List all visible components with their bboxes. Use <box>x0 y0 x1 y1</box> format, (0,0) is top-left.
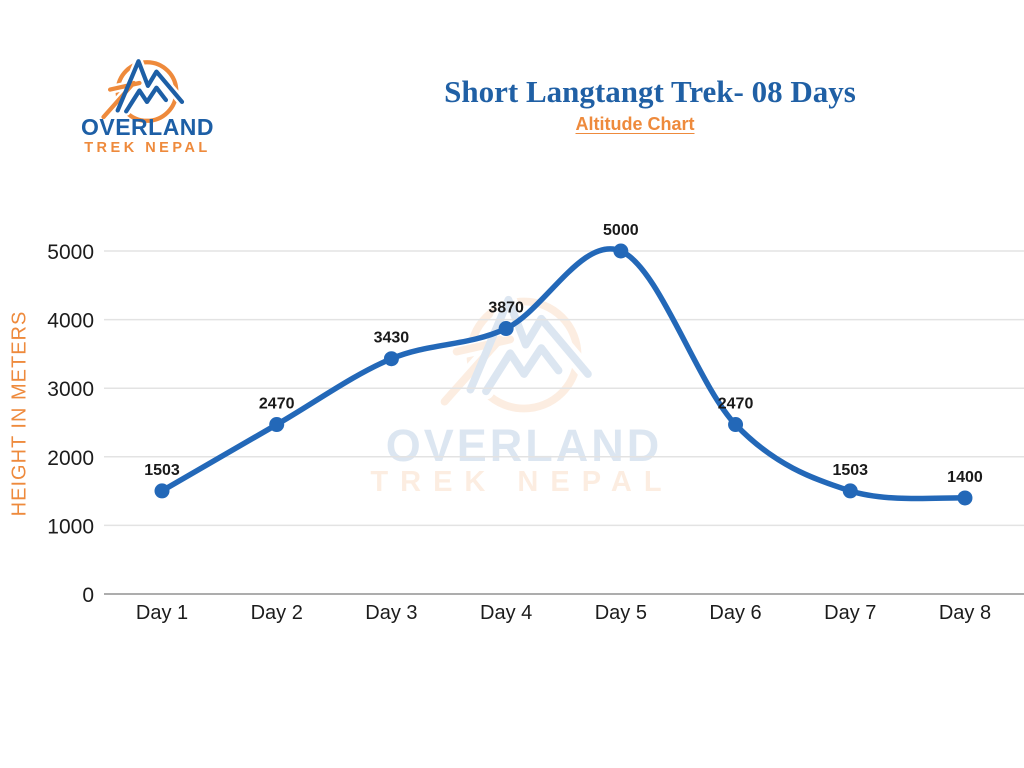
page-subtitle: Altitude Chart <box>575 114 695 134</box>
y-tick-label: 5000 <box>47 241 94 264</box>
data-point-marker <box>613 243 629 259</box>
brand-name: OVERLAND <box>80 114 215 140</box>
y-tick-label: 0 <box>82 584 94 607</box>
data-point-label: 1503 <box>144 462 180 479</box>
data-point-marker <box>498 321 514 337</box>
x-tick-label: Day 2 <box>251 602 303 624</box>
x-tick-label: Day 3 <box>365 602 417 624</box>
data-point-marker <box>728 417 744 433</box>
x-tick-label: Day 7 <box>824 602 876 624</box>
x-tick-label: Day 5 <box>595 602 647 624</box>
x-tick-label: Day 8 <box>939 602 991 624</box>
data-point-label: 1400 <box>947 469 983 486</box>
data-point-label: 2470 <box>718 396 754 413</box>
y-tick-label: 3000 <box>47 378 94 401</box>
page-title: Short Langtangt Trek- 08 Days <box>444 74 856 109</box>
x-tick-label: Day 4 <box>480 602 532 624</box>
y-axis-title: HEIGHT IN METERS <box>8 310 31 517</box>
data-point-marker <box>842 483 858 499</box>
x-tick-label: Day 6 <box>709 602 761 624</box>
data-point-label: 5000 <box>603 222 639 239</box>
data-point-label: 3430 <box>374 330 410 347</box>
data-point-marker <box>269 417 285 433</box>
data-point-label: 2470 <box>259 396 295 413</box>
y-tick-label: 1000 <box>47 515 94 538</box>
y-tick-label: 2000 <box>47 447 94 470</box>
y-tick-label: 4000 <box>47 310 94 333</box>
data-point-marker <box>154 483 170 499</box>
data-point-marker <box>957 490 973 506</box>
data-point-label: 3870 <box>488 300 524 317</box>
data-point-label: 1503 <box>832 462 868 479</box>
data-point-marker <box>383 351 399 367</box>
altitude-series-line <box>159 246 968 502</box>
brand-tagline: TREK NEPAL <box>84 140 211 156</box>
mountain-logo-icon <box>99 56 187 123</box>
x-tick-label: Day 1 <box>136 602 188 624</box>
